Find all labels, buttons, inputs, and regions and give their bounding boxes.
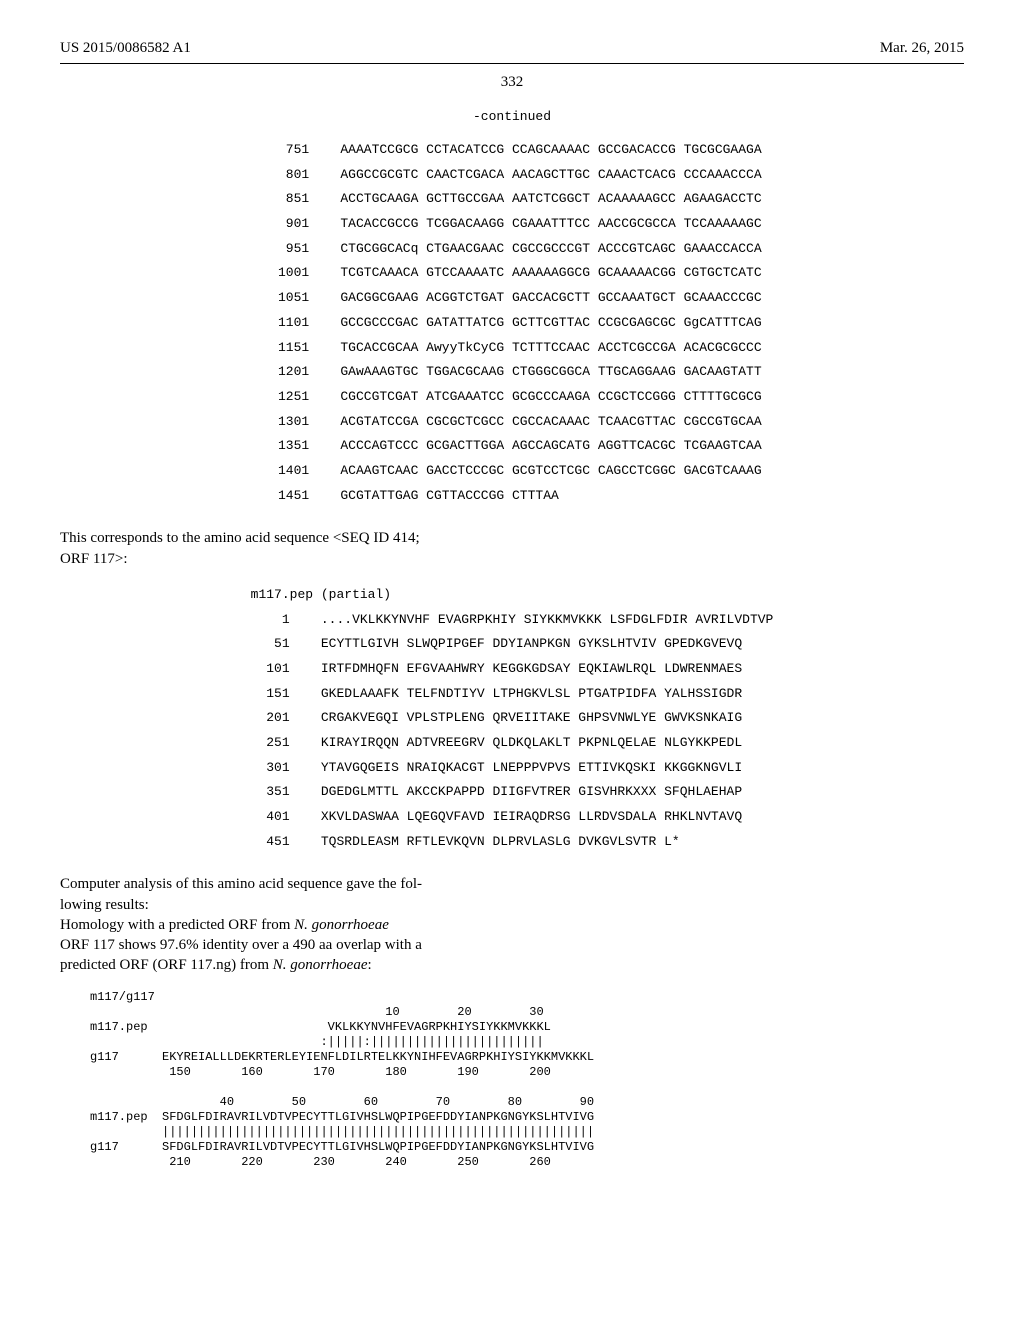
dna-sequence-block: 751 AAAATCCGCG CCTACATCCG CCAGCAAAAC GCC… [262,138,761,508]
analysis-l3a: Homology with a predicted ORF from [60,917,294,933]
seq-note: This corresponds to the amino acid seque… [60,528,480,569]
header-right: Mar. 26, 2015 [880,40,964,57]
header-left: US 2015/0086582 A1 [60,40,191,57]
analysis-l3b: N. gonorrhoeae [294,917,389,933]
header-rule [60,63,964,64]
analysis-l1: Computer analysis of this amino acid seq… [60,876,422,892]
page-number: 332 [60,74,964,91]
seq-note-line2: ORF 117>: [60,551,128,567]
analysis-l2: lowing results: [60,897,149,913]
analysis-l5b: N. gonorrhoeae [273,957,368,973]
alignment-block: m117/g117 10 20 30 m117.pep VKLKKYNVHFEV… [90,990,964,1170]
seq-note-line1: This corresponds to the amino acid seque… [60,530,420,546]
page-header: US 2015/0086582 A1 Mar. 26, 2015 [60,40,964,57]
aa-sequence-block: m117.pep (partial) 1 ....VKLKKYNVHF EVAG… [251,583,774,855]
analysis-l4: ORF 117 shows 97.6% identity over a 490 … [60,937,422,953]
continued-label: -continued [60,109,964,124]
analysis-note: Computer analysis of this amino acid seq… [60,874,480,975]
analysis-l5a: predicted ORF (ORF 117.ng) from [60,957,273,973]
analysis-l5c: : [368,957,372,973]
